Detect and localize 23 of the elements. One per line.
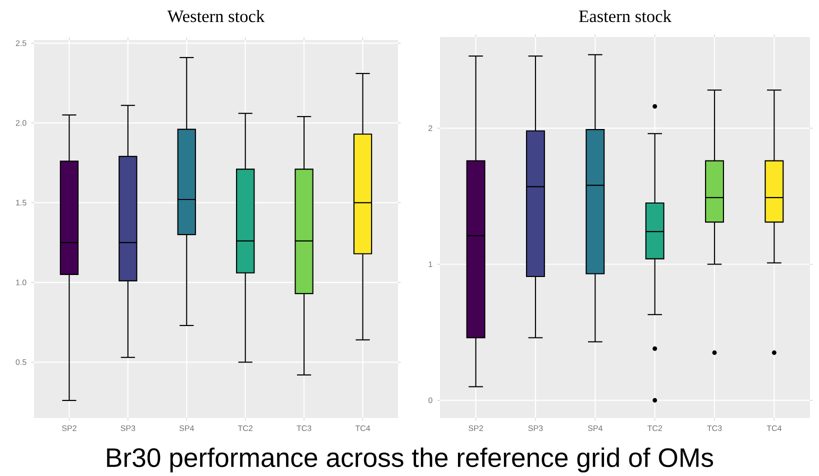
y-tick-label: 0: [428, 397, 432, 404]
y-tick-label: 0.5: [16, 359, 26, 366]
y-tick-label: 2: [428, 125, 432, 131]
x-tick-label: SP4: [179, 425, 194, 432]
x-tick-label: TC4: [766, 425, 782, 432]
y-tick-label: 1.5: [16, 200, 26, 206]
chart-title: Eastern stock: [579, 10, 672, 22]
x-tick-label: TC4: [355, 425, 370, 432]
chart-title: Western stock: [167, 10, 265, 22]
x-tick-label: TC3: [296, 425, 312, 432]
x-tick-label: TC3: [707, 425, 722, 432]
x-tick-label: TC2: [238, 425, 253, 432]
x-tick-label: SP3: [120, 425, 136, 432]
y-tick-label: 2.0: [16, 120, 26, 126]
y-tick-label: 2.5: [16, 40, 26, 46]
x-tick-label: SP2: [62, 425, 76, 432]
y-tick-label: 1: [428, 261, 432, 267]
x-tick-label: SP2: [468, 425, 483, 432]
y-tick-label: 1.0: [16, 280, 26, 286]
text: Br30 performance across the reference grid of OMs: [107, 448, 714, 472]
x-tick-label: TC2: [647, 425, 662, 432]
x-tick-label: SP3: [528, 425, 543, 432]
x-tick-label: SP4: [588, 425, 602, 432]
